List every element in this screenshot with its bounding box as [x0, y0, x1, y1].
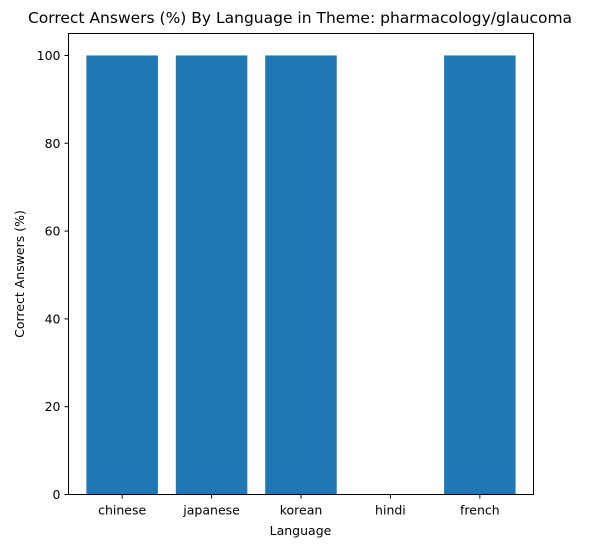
bar-french — [444, 55, 516, 495]
bars-group — [86, 55, 516, 495]
chart-title: Correct Answers (%) By Language in Theme… — [28, 9, 572, 27]
y-axis-label: Correct Answers (%) — [12, 210, 27, 338]
y-tick-label: 100 — [37, 48, 61, 63]
x-tick-label-hindi: hindi — [375, 503, 406, 518]
x-tick-label-french: french — [460, 503, 500, 518]
plot-area-frame — [68, 33, 534, 495]
x-tick-label-japanese: japanese — [182, 503, 240, 518]
y-tick-label: 0 — [53, 487, 61, 502]
bar-korean — [265, 55, 337, 495]
y-tick-label: 80 — [45, 136, 61, 151]
x-tick-label-chinese: chinese — [98, 503, 146, 518]
bar-japanese — [175, 55, 248, 495]
bar-chinese — [86, 55, 158, 495]
x-axis-label: Language — [270, 523, 332, 538]
y-axis-ticks: 0 20 40 60 80 100 — [37, 48, 69, 502]
y-tick-label: 60 — [45, 224, 61, 239]
y-tick-label: 20 — [45, 399, 61, 414]
y-tick-label: 40 — [45, 311, 61, 326]
x-tick-label-korean: korean — [280, 503, 323, 518]
x-axis-ticks: chinese japanese korean hindi french — [98, 494, 500, 518]
